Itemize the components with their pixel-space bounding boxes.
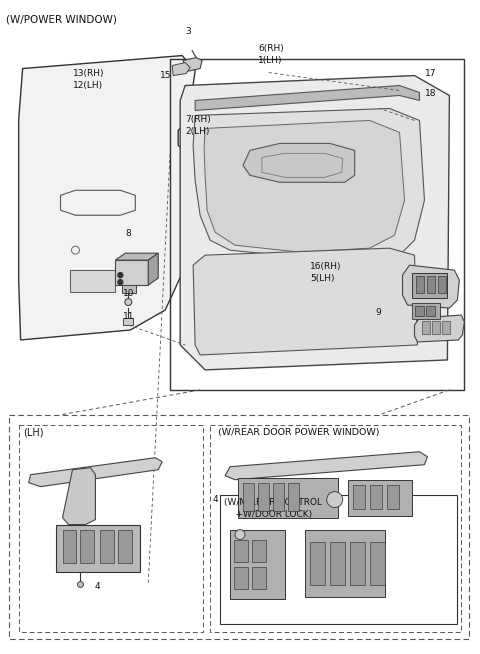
Bar xyxy=(170,59,464,390)
Bar xyxy=(310,542,325,585)
Circle shape xyxy=(77,581,84,587)
Bar xyxy=(426,306,435,316)
Bar xyxy=(243,483,254,511)
Bar xyxy=(370,542,384,585)
Bar xyxy=(386,485,398,509)
Bar xyxy=(122,285,136,293)
Polygon shape xyxy=(193,248,418,355)
Text: 9: 9 xyxy=(376,308,381,317)
Bar xyxy=(273,483,284,511)
Bar xyxy=(370,485,382,509)
Polygon shape xyxy=(183,58,202,71)
Text: 7(RH): 7(RH) xyxy=(185,116,211,124)
Bar xyxy=(123,318,133,325)
Circle shape xyxy=(235,530,245,540)
Circle shape xyxy=(118,273,123,277)
Text: 17: 17 xyxy=(424,69,436,78)
Polygon shape xyxy=(403,265,459,308)
Text: 2(LH): 2(LH) xyxy=(185,128,210,137)
Bar xyxy=(230,530,285,600)
Bar xyxy=(220,494,457,625)
Circle shape xyxy=(327,492,343,508)
Polygon shape xyxy=(19,56,195,340)
Bar xyxy=(353,485,365,509)
Bar xyxy=(71,270,115,292)
Text: 5(LH): 5(LH) xyxy=(310,274,334,283)
Polygon shape xyxy=(172,63,190,75)
Bar xyxy=(422,321,431,334)
Text: 1(LH): 1(LH) xyxy=(258,56,282,65)
Text: 10: 10 xyxy=(122,289,134,298)
Polygon shape xyxy=(115,253,158,260)
Polygon shape xyxy=(29,458,162,487)
Text: 4: 4 xyxy=(213,494,218,504)
Text: 3: 3 xyxy=(185,27,191,35)
Text: 14: 14 xyxy=(424,312,436,321)
Polygon shape xyxy=(115,260,148,285)
Bar xyxy=(443,321,450,334)
Text: 18: 18 xyxy=(424,88,436,97)
Bar xyxy=(238,477,338,517)
Text: 12(LH): 12(LH) xyxy=(72,80,103,90)
Polygon shape xyxy=(195,86,420,111)
Bar xyxy=(428,276,435,293)
Text: +W/DOOR LOCK): +W/DOOR LOCK) xyxy=(224,509,312,519)
Bar xyxy=(416,306,424,316)
Polygon shape xyxy=(180,75,449,370)
Text: (W/POWER WINDOW): (W/POWER WINDOW) xyxy=(6,14,117,25)
Bar xyxy=(348,479,412,515)
Polygon shape xyxy=(225,452,428,479)
Bar xyxy=(412,303,441,319)
Bar xyxy=(100,530,114,564)
Bar xyxy=(252,540,266,562)
Circle shape xyxy=(118,280,123,284)
Polygon shape xyxy=(204,120,405,252)
Bar xyxy=(81,530,95,564)
Bar xyxy=(432,321,441,334)
Text: 6(RH): 6(RH) xyxy=(258,44,284,52)
Circle shape xyxy=(125,299,132,305)
Text: (LH): (LH) xyxy=(23,428,43,438)
Bar xyxy=(119,530,132,564)
Text: 8: 8 xyxy=(125,229,131,238)
Bar xyxy=(417,276,424,293)
Bar xyxy=(438,276,446,293)
Bar xyxy=(56,525,140,572)
Text: (W/REAR DOOR POWER WINDOW): (W/REAR DOOR POWER WINDOW) xyxy=(218,428,380,437)
Bar xyxy=(305,530,384,597)
Polygon shape xyxy=(148,253,158,285)
Text: 15: 15 xyxy=(160,71,172,80)
Bar xyxy=(252,568,266,589)
Polygon shape xyxy=(193,109,424,265)
Text: 13(RH): 13(RH) xyxy=(72,69,104,78)
Polygon shape xyxy=(62,468,96,525)
Text: (W/MIRROR CONTROL: (W/MIRROR CONTROL xyxy=(224,498,322,507)
Text: 16(RH): 16(RH) xyxy=(310,262,341,271)
Polygon shape xyxy=(243,143,355,182)
Bar xyxy=(412,273,447,298)
Text: 11: 11 xyxy=(122,312,134,321)
Bar xyxy=(234,568,248,589)
Bar xyxy=(62,530,76,564)
Bar xyxy=(234,540,248,562)
Bar xyxy=(330,542,345,585)
Polygon shape xyxy=(415,315,464,342)
Bar xyxy=(288,483,299,511)
Bar xyxy=(350,542,365,585)
Bar xyxy=(258,483,269,511)
Text: 4: 4 xyxy=(95,583,100,591)
